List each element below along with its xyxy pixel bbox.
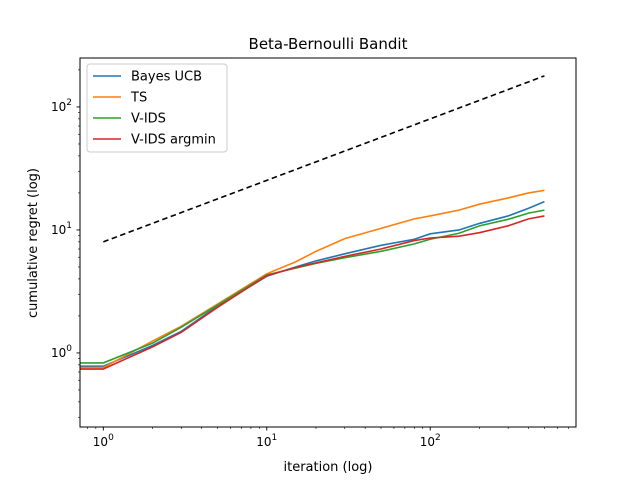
legend-label: Bayes UCB xyxy=(131,70,202,85)
x-tick-label: 100 xyxy=(93,433,114,449)
series-line-v-ids-argmin xyxy=(80,215,545,370)
x-tick-label: 101 xyxy=(256,433,277,449)
series-layer xyxy=(80,75,545,370)
plot-frame xyxy=(79,57,577,428)
legend: Bayes UCB TS V-IDS V-IDS argmin xyxy=(86,63,228,153)
series-line-v-ids xyxy=(80,209,545,364)
plot-area xyxy=(80,75,545,370)
legend-label: V-IDS argmin xyxy=(131,133,216,148)
y-tick-label: 101 xyxy=(51,221,72,237)
y-axis-label: cumulative regret (log) xyxy=(26,168,41,318)
legend-label: V-IDS xyxy=(131,112,166,127)
x-axis-label: iteration (log) xyxy=(283,460,372,475)
legend-label: TS xyxy=(130,91,147,106)
chart-title: Beta-Bernoulli Bandit xyxy=(249,35,408,53)
series-line-ts xyxy=(80,189,545,369)
y-tick-label: 102 xyxy=(51,98,72,114)
y-axis: 100 101 102 xyxy=(51,69,80,418)
reference-line xyxy=(103,75,545,243)
x-tick-label: 102 xyxy=(420,433,441,449)
series-line-bayes-ucb xyxy=(80,200,545,368)
legend-box xyxy=(86,63,228,153)
x-axis: 100 101 102 xyxy=(87,427,569,449)
y-tick-label: 100 xyxy=(51,344,72,360)
